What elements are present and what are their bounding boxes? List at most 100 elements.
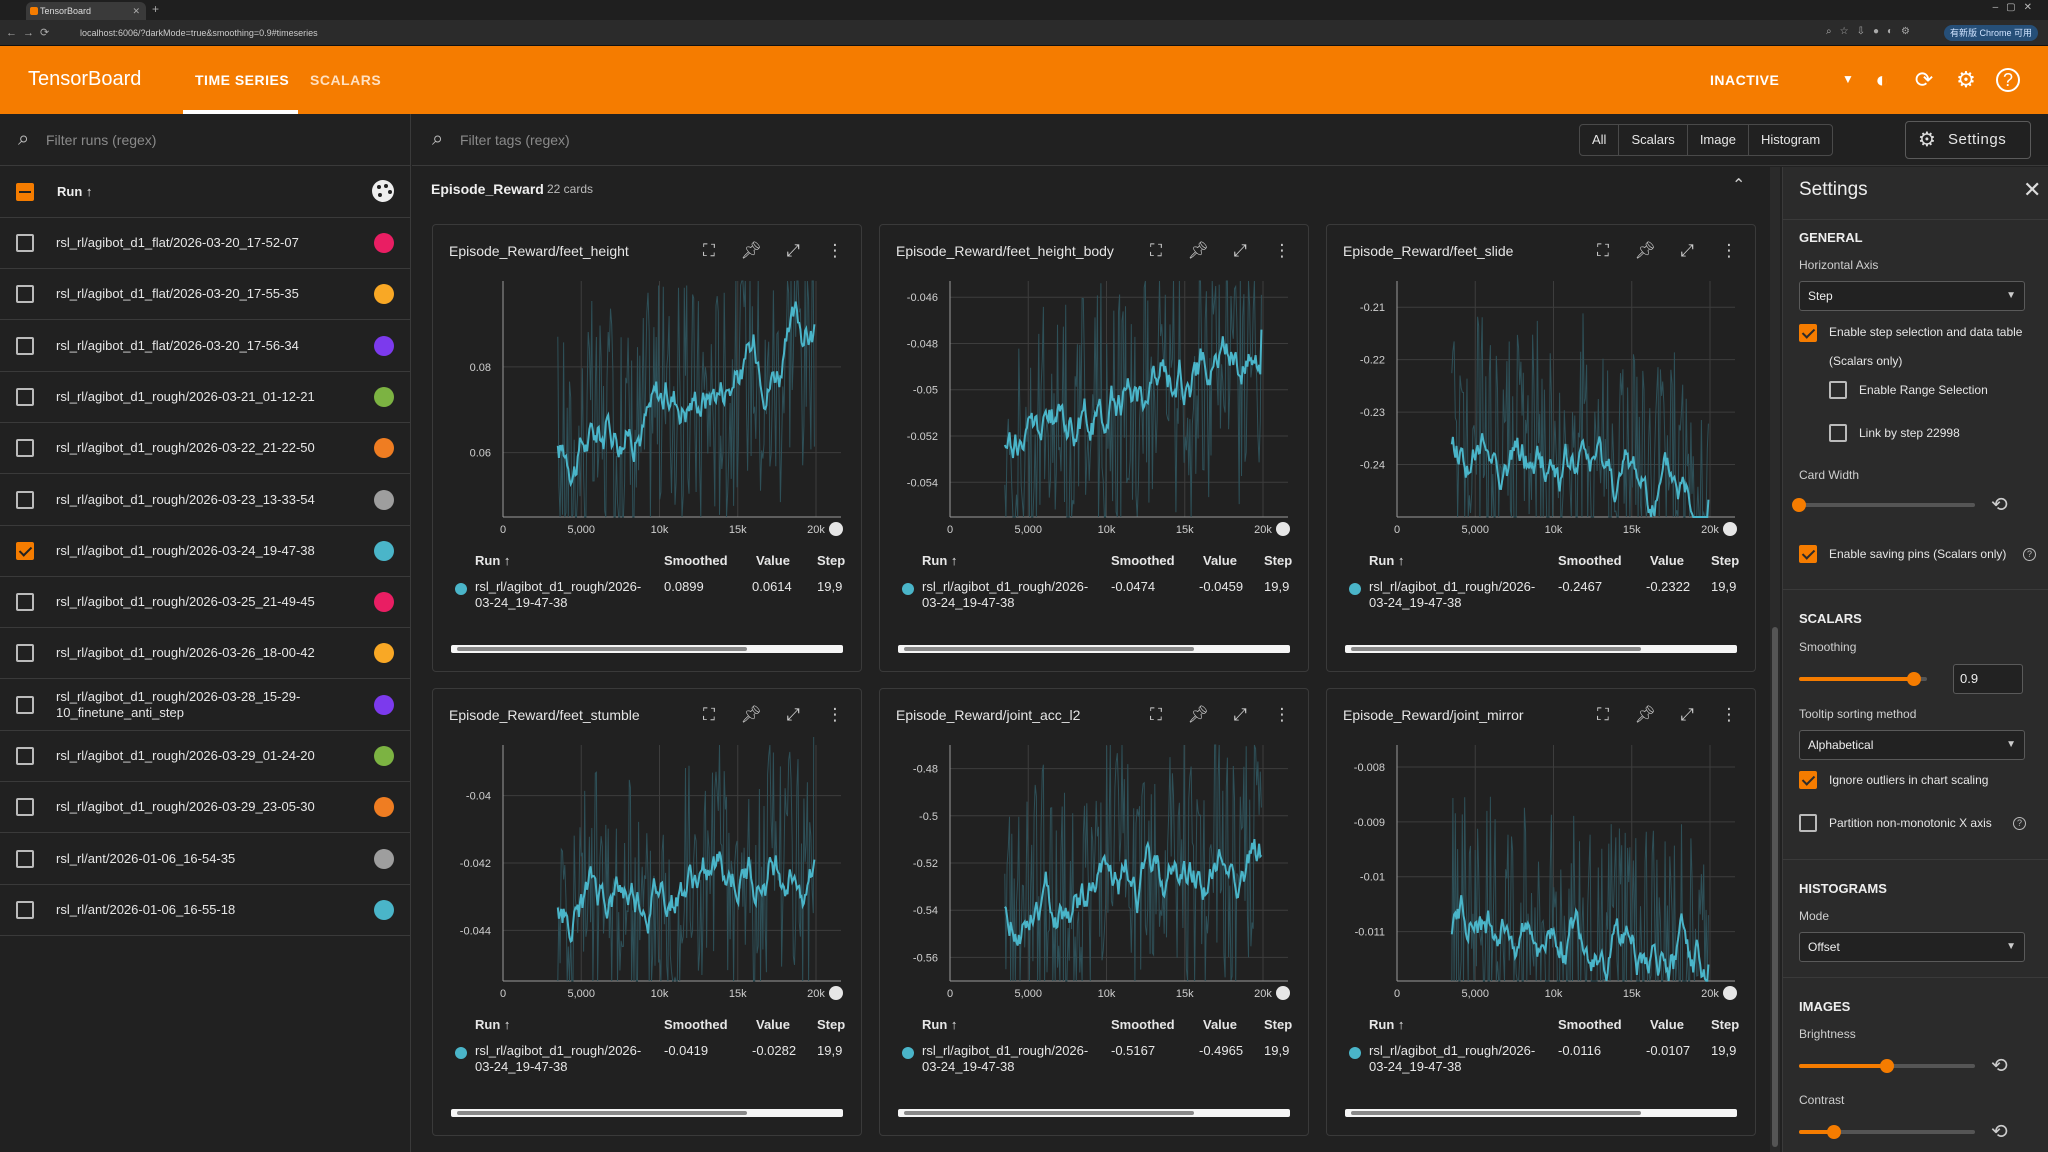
legend-step-header[interactable]: Step [1264, 1017, 1293, 1032]
run-checkbox[interactable] [16, 439, 34, 458]
legend-value-header[interactable]: Value [1203, 553, 1237, 568]
slider-thumb[interactable] [1792, 498, 1806, 512]
more-vert-icon[interactable]: ⋮ [1720, 705, 1738, 724]
legend-scrollbar[interactable] [1345, 645, 1737, 653]
run-color-swatch[interactable] [374, 284, 394, 305]
url-field[interactable]: localhost:6006/?darkMode=true&smoothing=… [80, 28, 318, 38]
saving-pins-checkbox[interactable] [1799, 545, 1817, 563]
more-vert-icon[interactable]: ⋮ [826, 705, 844, 724]
legend-run-header[interactable]: Run ↑ [1369, 553, 1405, 568]
legend-value-header[interactable]: Value [1650, 1017, 1684, 1032]
filter-histogram-button[interactable]: Histogram [1760, 132, 1821, 147]
legend-step-header[interactable]: Step [817, 1017, 846, 1032]
pin-icon[interactable]: 📌︎ [740, 241, 762, 260]
legend-value-header[interactable]: Value [1203, 1017, 1237, 1032]
run-color-swatch[interactable] [374, 694, 394, 715]
run-checkbox[interactable] [16, 695, 34, 714]
palette-icon[interactable] [372, 180, 394, 202]
filter-image-button[interactable]: Image [1688, 125, 1749, 155]
select-all-checkbox[interactable] [16, 183, 34, 201]
run-column-header[interactable]: Run ↑ [57, 184, 93, 199]
run-checkbox[interactable] [16, 798, 34, 817]
help-icon[interactable]: ? [1996, 68, 2020, 92]
run-color-swatch[interactable] [374, 746, 394, 766]
legend-run-header[interactable]: Run ↑ [1369, 1017, 1405, 1032]
run-row[interactable]: rsl_rl/agibot_d1_rough/2026-03-22_21-22-… [0, 423, 411, 475]
run-checkbox[interactable] [16, 593, 34, 612]
tooltip-sorting-select[interactable]: Alphabetical ▼ [1799, 730, 2025, 760]
fit-domain-icon[interactable]: ⛶ [703, 705, 715, 724]
run-row[interactable]: rsl_rl/agibot_d1_flat/2026-03-20_17-55-3… [0, 269, 411, 321]
help-icon[interactable]: ? [2013, 817, 2026, 830]
run-row[interactable]: rsl_rl/agibot_d1_rough/2026-03-23_13-33-… [0, 475, 411, 526]
line-chart[interactable]: -0.48 -0.5 -0.52 -0.54 -0.56 0 5,000 10k 15k 20k [880, 737, 1310, 1017]
reset-card-width-icon[interactable]: ⟲ [1991, 494, 2008, 516]
more-vert-icon[interactable]: ⋮ [1273, 241, 1291, 260]
step-selection-checkbox[interactable] [1799, 324, 1817, 342]
legend-value-header[interactable]: Value [1650, 553, 1684, 568]
legend-smoothed-header[interactable]: Smoothed [1111, 553, 1175, 568]
reload-icon[interactable]: ⟳ [1914, 67, 1934, 92]
run-color-swatch[interactable] [374, 899, 394, 920]
run-filter-input[interactable] [46, 128, 386, 152]
legend-smoothed-header[interactable]: Smoothed [1558, 1017, 1622, 1032]
reset-brightness-icon[interactable]: ⟲ [1991, 1055, 2008, 1077]
run-color-swatch[interactable] [374, 592, 394, 613]
chrome-update-button[interactable]: 有新版 Chrome 可用 [1943, 25, 2038, 41]
dropdown-caret-icon[interactable]: ▼ [1842, 72, 1854, 86]
pin-icon[interactable]: 📌︎ [1634, 705, 1656, 724]
run-color-swatch[interactable] [374, 386, 394, 407]
legend-scrollbar[interactable] [451, 645, 843, 653]
fullscreen-icon[interactable]: ⤢ [1233, 705, 1247, 724]
line-chart[interactable]: -0.04 -0.042 -0.044 0 5,000 10k 15k 20k [433, 737, 863, 1017]
run-color-swatch[interactable] [374, 848, 394, 869]
legend-run-header[interactable]: Run ↑ [475, 553, 511, 568]
run-row[interactable]: rsl_rl/agibot_d1_rough/2026-03-28_15-29-… [0, 680, 411, 731]
legend-scrollbar[interactable] [451, 1109, 843, 1117]
histogram-mode-select[interactable]: Offset ▼ [1799, 932, 2025, 962]
legend-scrollbar[interactable] [1345, 1109, 1737, 1117]
partition-checkbox[interactable] [1799, 814, 1817, 832]
contrast-slider[interactable] [1799, 1125, 1975, 1139]
fullscreen-icon[interactable]: ⤢ [1680, 705, 1694, 724]
dark-mode-icon[interactable]: ◐ [1875, 67, 1889, 92]
more-vert-icon[interactable]: ⋮ [1720, 241, 1738, 260]
run-row[interactable]: rsl_rl/agibot_d1_rough/2026-03-29_01-24-… [0, 731, 411, 782]
run-row[interactable]: rsl_rl/agibot_d1_rough/2026-03-21_01-12-… [0, 372, 411, 423]
legend-step-header[interactable]: Step [1711, 553, 1740, 568]
legend-scrollbar[interactable] [898, 1109, 1290, 1117]
run-row[interactable]: rsl_rl/agibot_d1_flat/2026-03-20_17-52-0… [0, 218, 411, 269]
window-controls[interactable]: –▢✕ [1992, 2, 2040, 13]
fit-domain-icon[interactable]: ⛶ [703, 241, 715, 260]
settings-toggle-button[interactable]: ⚙ Settings [1905, 121, 2031, 159]
pin-icon[interactable]: 📌︎ [740, 705, 762, 724]
close-tab-icon[interactable]: ✕ [132, 6, 140, 16]
ignore-outliers-checkbox[interactable] [1799, 771, 1817, 789]
smoothing-input[interactable]: 0.9 [1953, 664, 2023, 694]
fullscreen-icon[interactable]: ⤢ [1233, 241, 1247, 260]
fullscreen-icon[interactable]: ⤢ [1680, 241, 1694, 260]
run-row[interactable]: rsl_rl/agibot_d1_rough/2026-03-26_18-00-… [0, 628, 411, 680]
line-chart[interactable]: -0.008 -0.009 -0.01 -0.011 0 5,000 10k 15k 20k [1327, 737, 1757, 1017]
browser-nav-icons[interactable]: ←→⟳ [6, 27, 56, 39]
filter-scalars-button[interactable]: Scalars [1619, 125, 1688, 155]
legend-step-header[interactable]: Step [1264, 553, 1293, 568]
run-color-swatch[interactable] [374, 335, 394, 356]
line-chart[interactable]: 0.08 0.06 0 5,000 10k 15k 20k [433, 273, 863, 553]
run-row[interactable]: rsl_rl/ant/2026-01-06_16-54-35 [0, 834, 411, 885]
legend-run-header[interactable]: Run ↑ [475, 1017, 511, 1032]
legend-smoothed-header[interactable]: Smoothed [664, 553, 728, 568]
run-color-swatch[interactable] [374, 643, 394, 664]
run-color-swatch[interactable] [374, 233, 394, 253]
fullscreen-icon[interactable]: ⤢ [786, 241, 800, 260]
line-chart[interactable]: -0.21 -0.22 -0.23 -0.24 0 5,000 10k 15k 20k [1327, 273, 1757, 553]
tab-scalars[interactable]: SCALARS [310, 72, 382, 88]
tab-time-series[interactable]: TIME SERIES [195, 72, 290, 88]
pin-icon[interactable]: 📌︎ [1634, 241, 1656, 260]
legend-scrollbar[interactable] [898, 645, 1290, 653]
line-chart[interactable]: -0.046 -0.048 -0.05 -0.052 -0.054 0 5,000 10k 15… [880, 273, 1310, 553]
run-color-swatch[interactable] [374, 438, 394, 459]
slider-thumb[interactable] [1907, 672, 1922, 686]
extension-icons[interactable]: ⌕☆⇩●◐⚙ [1826, 26, 1918, 37]
run-checkbox[interactable] [16, 900, 34, 919]
